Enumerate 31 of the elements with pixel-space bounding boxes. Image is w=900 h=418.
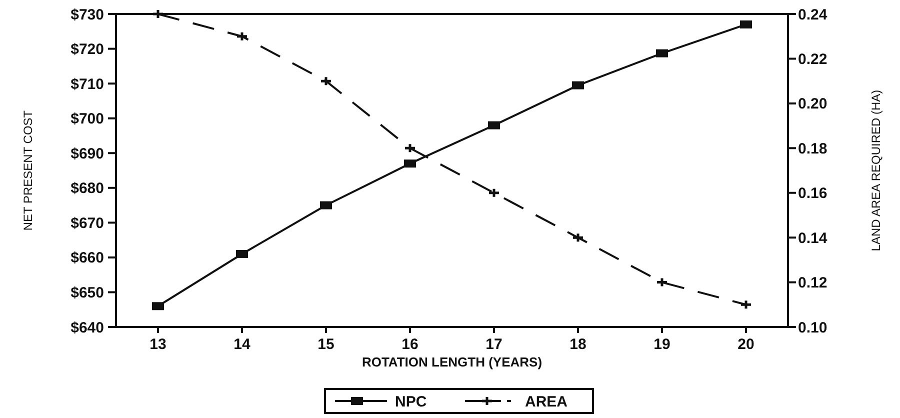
y2-tick-label: 0.24: [798, 6, 828, 24]
y-tick-label: $670: [70, 214, 104, 232]
legend-label: AREA: [525, 393, 568, 410]
y-tick-label: $640: [70, 319, 104, 336]
y-axis-title: NET PRESENT COST: [21, 110, 35, 231]
y2-tick-label: 0.10: [798, 319, 828, 336]
x-tick-label: 16: [402, 336, 418, 353]
y-tick-label: $730: [70, 6, 104, 24]
y-tick-label: $650: [70, 284, 104, 302]
x-tick-label: 13: [150, 336, 166, 353]
y2-axis-title: LAND AREA REQUIRED (HA): [869, 90, 883, 252]
y-tick-label: $680: [70, 180, 104, 198]
x-tick-label: 14: [234, 336, 251, 353]
y2-tick-label: 0.22: [798, 50, 828, 68]
y2-tick-label: 0.16: [798, 185, 828, 202]
y2-tick-label: 0.14: [798, 230, 828, 247]
x-tick-label: 15: [318, 336, 334, 353]
y-tick-label: $720: [70, 41, 104, 58]
y2-tick-label: 0.20: [798, 96, 828, 113]
y-tick-label: $710: [70, 76, 104, 93]
y2-tick-label: 0.12: [798, 274, 828, 292]
x-tick-label: 17: [486, 336, 502, 353]
x-tick-label: 20: [738, 336, 754, 353]
y2-tick-label: 0.18: [798, 140, 828, 158]
x-tick-label: 19: [654, 336, 670, 353]
y-tick-label: $700: [70, 110, 104, 128]
y-tick-label: $690: [70, 145, 104, 162]
x-tick-label: 18: [570, 336, 586, 353]
legend-label: NPC: [395, 393, 427, 410]
x-axis-title: ROTATION LENGTH (YEARS): [362, 354, 542, 370]
y-tick-label: $660: [70, 250, 104, 267]
